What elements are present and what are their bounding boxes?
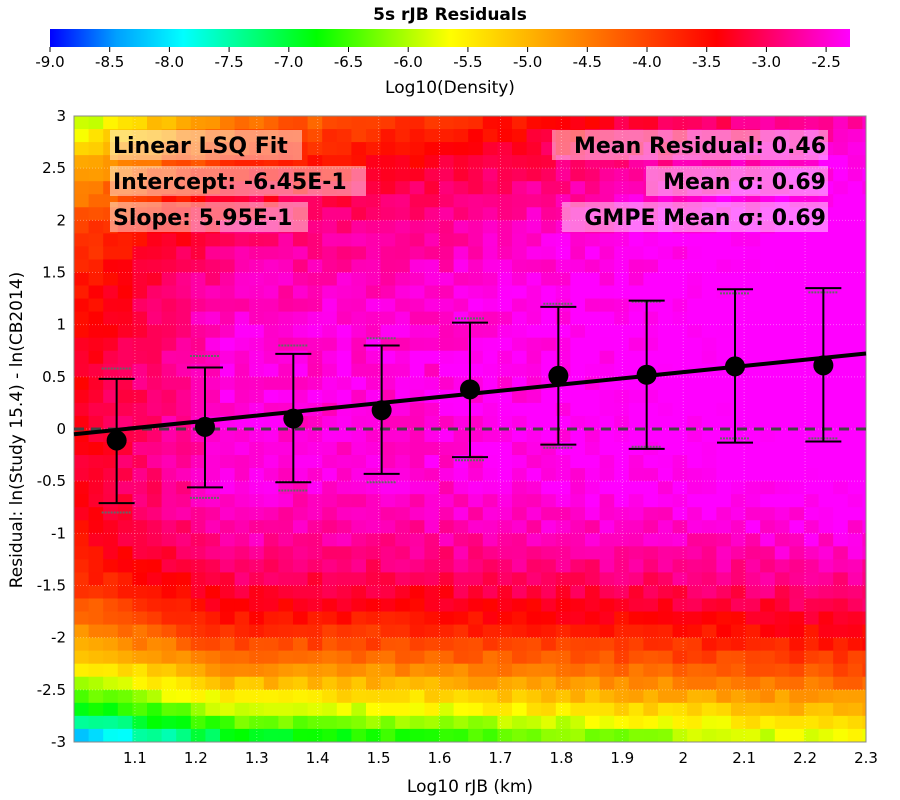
bin-4 (363, 337, 400, 484)
bin-mean-point (636, 364, 657, 385)
x-tick-label: 1.5 (367, 749, 391, 767)
x-tick-label: 1.6 (428, 749, 452, 767)
colorbar-label: Log10(Density) (385, 78, 515, 98)
fit-slope-box (110, 202, 308, 232)
x-tick-label: 1.1 (123, 749, 147, 767)
mean-residual-box (552, 130, 828, 160)
colorbar-tick-label: -3.5 (692, 53, 721, 71)
fit-annotation: Linear LSQ Fit Intercept: -6.45E-1 Slope… (110, 130, 366, 232)
colorbar-tick-label: -7.0 (274, 53, 303, 71)
x-tick-label: 1.9 (610, 749, 634, 767)
y-tick-label: 2.5 (42, 159, 66, 177)
y-tick-label: -1.5 (37, 577, 66, 595)
y-tick-label: 0 (56, 420, 66, 438)
bin-errorbars (98, 287, 842, 514)
x-tick-label: 1.3 (245, 749, 269, 767)
bin-5 (452, 317, 488, 462)
colorbar-tick-label: -2.5 (811, 53, 840, 71)
bin-mean-point (283, 408, 304, 429)
bin-8 (717, 288, 754, 444)
bin-mean-point (106, 430, 127, 451)
colorbar-tick-label: -6.5 (334, 53, 363, 71)
bin-9 (805, 287, 842, 443)
y-tick-label: 0.5 (42, 368, 66, 386)
mean-sigma: Mean σ: 0.69 (663, 170, 826, 195)
x-tick-label: 2 (678, 749, 688, 767)
y-tick-label: 1 (56, 316, 66, 334)
bin-2 (186, 354, 223, 499)
colorbar-tick-label: -5.5 (453, 53, 482, 71)
x-tick-label: 1.8 (549, 749, 573, 767)
gmpe-mean-sigma: GMPE Mean σ: 0.69 (584, 206, 826, 231)
y-axis-label: Residual: ln(Study 15.4) - ln(CB2014) (7, 272, 27, 589)
colorbar-tick-label: -8.5 (95, 53, 124, 71)
y-tick-label: -3 (51, 733, 66, 751)
fit-intercept: Intercept: -6.45E-1 (113, 170, 347, 195)
y-tick-label: 2 (56, 211, 66, 229)
x-tick-label: 1.4 (306, 749, 330, 767)
colorbar-tick-label: -5.0 (513, 53, 542, 71)
x-axis-ticks: 1.1 1.2 1.3 1.4 1.5 1.6 1.7 1.8 1.9 2 2.1 2.2 2.3 (123, 749, 878, 767)
y-tick-label: -0.5 (37, 472, 66, 490)
bin-mean-point (548, 365, 569, 386)
bin-mean-point (460, 379, 480, 400)
y-tick-label: -2.5 (37, 681, 66, 699)
x-axis-label: Log10 rJB (km) (407, 777, 533, 797)
colorbar-tick-label: -9.0 (35, 53, 64, 71)
bin-6 (540, 302, 577, 449)
fit-slope: Slope: 5.95E-1 (113, 206, 292, 231)
colorbar-tick-label: -7.5 (214, 53, 243, 71)
mean-residual: Mean Residual: 0.46 (574, 134, 826, 159)
x-tick-label: 1.7 (489, 749, 513, 767)
bin-7 (628, 299, 665, 450)
colorbar-tick-label: -6.0 (394, 53, 423, 71)
mean-sigma-box (646, 166, 828, 196)
y-tick-label: 1.5 (42, 264, 66, 282)
chart-title: 5s rJB Residuals (373, 5, 527, 25)
colorbar-tick-label: -4.0 (632, 53, 661, 71)
bin-3 (275, 344, 312, 492)
colorbar-tick-label: -4.5 (573, 53, 602, 71)
y-tick-label: 3 (56, 107, 66, 125)
stats-annotation: Mean Residual: 0.46 Mean σ: 0.69 GMPE Me… (552, 130, 828, 232)
x-tick-label: 1.2 (184, 749, 208, 767)
fit-title-box (110, 130, 302, 160)
y-axis-ticks: 3 2.5 2 1.5 1 0.5 0 -0.5 -1 -1.5 -2 -2.5 -3 (37, 107, 66, 751)
colorbar-gradient (50, 29, 850, 47)
fit-intercept-box (110, 166, 366, 196)
colorbar-tick-label: -3.0 (752, 53, 781, 71)
x-tick-label: 2.1 (732, 749, 756, 767)
bin-mean-point (725, 356, 746, 377)
bin-1 (98, 367, 135, 514)
gmpe-mean-sigma-box (562, 202, 828, 232)
fit-title: Linear LSQ Fit (113, 134, 288, 159)
x-tick-label: 2.2 (793, 749, 817, 767)
bin-mean-point (194, 416, 215, 437)
bin-mean-point (371, 400, 392, 421)
colorbar: -9.0 -8.5 -8.0 -7.5 -7.0 -6.5 -6.0 -5.5 -5.0 -4.5… (35, 29, 850, 98)
bin-mean-point (813, 355, 834, 376)
colorbar-tick-label: -8.0 (155, 53, 184, 71)
y-tick-label: -2 (51, 629, 66, 647)
y-tick-label: -1 (51, 524, 66, 542)
x-tick-label: 2.3 (854, 749, 878, 767)
